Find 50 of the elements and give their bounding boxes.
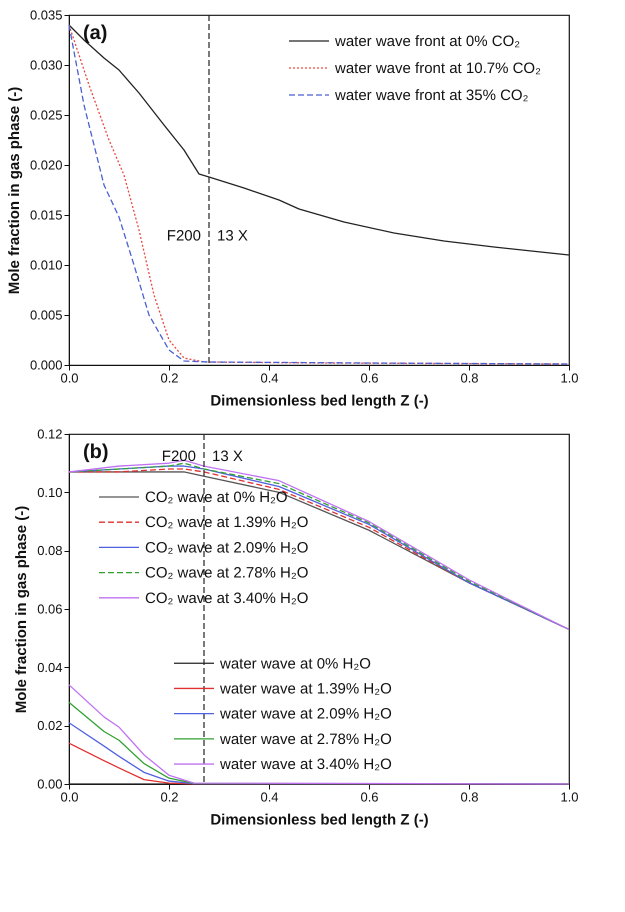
annotation: F200 xyxy=(162,448,196,465)
y-tick-label: 0.000 xyxy=(30,358,62,372)
y-tick-label: 0.025 xyxy=(30,108,62,122)
x-tick-label: 0.0 xyxy=(60,790,79,804)
y-axis-title: Mole fraction in gas phase (-) xyxy=(6,86,23,294)
x-tick-label: 0.8 xyxy=(460,790,479,804)
x-tick-label: 1.0 xyxy=(560,790,579,804)
y-tick-label: 0.00 xyxy=(37,776,62,792)
y-tick-label: 0.005 xyxy=(30,308,62,322)
x-tick-label: 0.4 xyxy=(260,370,279,386)
y-axis-title: Mole fraction in gas phase (-) xyxy=(13,506,30,714)
annotation: (b) xyxy=(83,441,109,463)
legend-label: CO₂ wave at 2.78% H₂O xyxy=(145,564,308,582)
legend-label: CO₂ wave at 1.39% H₂O xyxy=(145,514,308,532)
annotation: F200 xyxy=(166,228,201,244)
x-tick-label: 0.8 xyxy=(460,370,479,386)
annotation: (a) xyxy=(83,22,108,44)
legend-label: water wave at 2.09% H₂O xyxy=(219,706,392,723)
y-tick-label: 0.10 xyxy=(37,484,62,500)
legend-label: water wave at 0% H₂O xyxy=(219,655,371,672)
y-tick-label: 0.04 xyxy=(37,660,62,675)
legend-label: water wave at 2.78% H₂O xyxy=(219,730,392,748)
legend-label: CO₂ wave at 3.40% H₂O xyxy=(145,590,308,607)
y-tick-label: 0.020 xyxy=(30,158,62,172)
legend-label: water wave at 3.40% H₂O xyxy=(219,756,392,774)
legend-label: CO₂ wave at 0% H₂O xyxy=(145,489,288,506)
y-tick-label: 0.030 xyxy=(30,58,62,72)
x-tick-label: 0.6 xyxy=(360,370,379,386)
legend-label: water wave front at 35% CO₂ xyxy=(334,87,529,104)
legend-label: CO₂ wave at 2.09% H₂O xyxy=(145,539,308,556)
x-tick-label: 0.4 xyxy=(260,790,279,804)
legend-label: water wave at 1.39% H₂O xyxy=(219,680,392,698)
y-tick-label: 0.12 xyxy=(37,426,62,442)
x-tick-label: 1.0 xyxy=(560,370,579,386)
y-tick-label: 0.035 xyxy=(30,8,62,22)
annotation: 13 X xyxy=(212,448,243,465)
x-tick-label: 0.2 xyxy=(160,790,179,804)
y-tick-label: 0.08 xyxy=(37,543,62,558)
legend-label: water wave front at 0% CO₂ xyxy=(334,33,520,50)
x-axis-title: Dimensionless bed length Z (-) xyxy=(210,812,429,828)
x-tick-label: 0.6 xyxy=(360,790,379,804)
y-tick-label: 0.010 xyxy=(30,258,62,272)
y-tick-label: 0.02 xyxy=(37,718,62,734)
x-tick-label: 0.0 xyxy=(60,370,79,386)
legend-label: water wave front at 10.7% CO₂ xyxy=(334,60,542,77)
y-tick-label: 0.015 xyxy=(30,208,62,222)
x-axis-title: Dimensionless bed length Z (-) xyxy=(210,392,429,410)
x-tick-label: 0.2 xyxy=(160,370,179,386)
y-tick-label: 0.06 xyxy=(37,602,62,616)
annotation: 13 X xyxy=(217,228,248,244)
